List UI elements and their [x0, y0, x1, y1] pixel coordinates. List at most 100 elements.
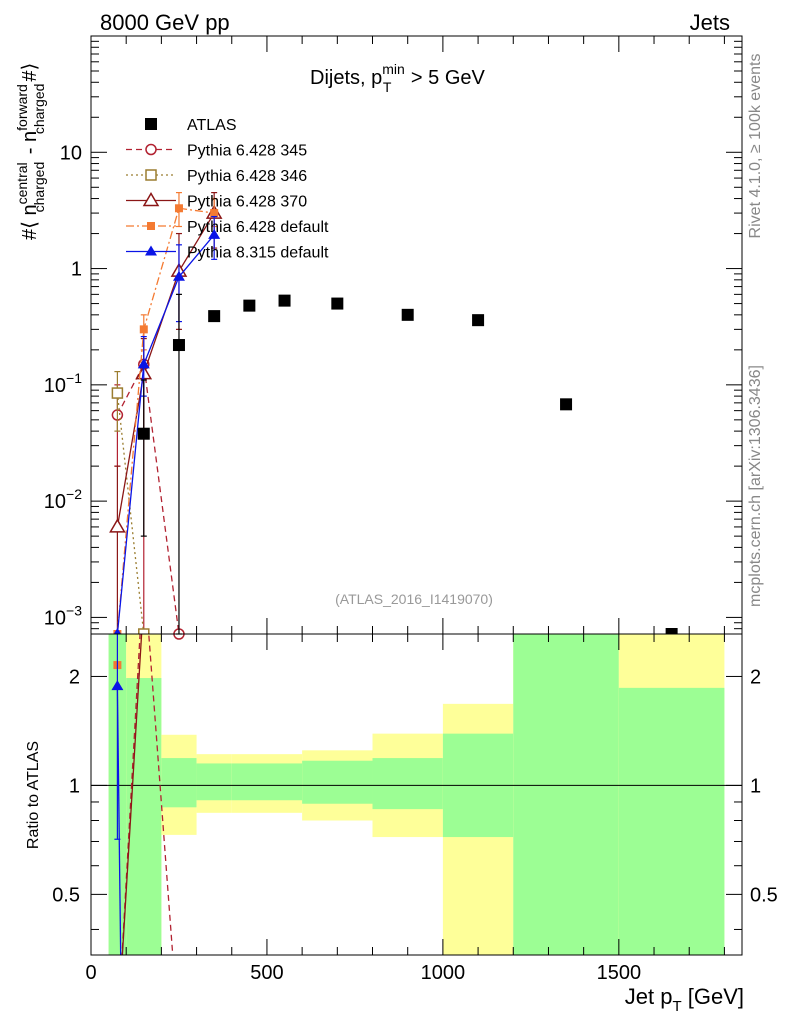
data-point	[472, 314, 485, 327]
plot-title-sup: min	[382, 61, 405, 77]
legend-marker	[145, 245, 157, 256]
y-tick-label-base: 10	[44, 607, 66, 629]
y-tick-label-exp: −3	[66, 602, 82, 618]
series-atlas	[137, 293, 678, 640]
rivet-version-label: Rivet 4.1.0, ≥ 100k events	[747, 54, 764, 239]
legend-entry: Pythia 6.428 345	[126, 143, 307, 160]
legend-entry: ATLAS	[145, 117, 237, 134]
series-line	[116, 362, 180, 635]
legend-marker	[147, 222, 155, 230]
legend: ATLAS Pythia 6.428 345 Pythia 6.428 346 Pyt…	[126, 117, 329, 262]
data-point	[139, 325, 148, 334]
ratio-y-tick-label: 2	[69, 666, 80, 688]
uncertainty-band-stat	[231, 763, 303, 801]
data-point	[172, 339, 185, 352]
y-tick-label-exp: −1	[66, 370, 82, 386]
uncertainty-band-stat	[126, 678, 162, 955]
data-point	[208, 310, 221, 323]
series-pythia-8-315-default	[111, 215, 221, 638]
legend-label: Pythia 8.315 default	[187, 245, 329, 262]
source-label: mcplots.cern.ch [arXiv:1306.3436]	[747, 365, 764, 607]
watermark: (ATLAS_2016_I1419070)	[335, 591, 493, 607]
ratio-point	[111, 680, 124, 691]
ratio-y-axis-label: Ratio to ATLAS	[25, 741, 42, 849]
ratio-y-tick-label-right: 2	[750, 666, 761, 688]
legend-label: Pythia 6.428 370	[187, 194, 307, 211]
uncertainty-band-stat	[372, 758, 443, 810]
ratio-plot-panel: 0 500 1000 1500 0.5 0.5 1 1 2 2 Ratio to ATLAS Je…	[25, 633, 778, 1015]
legend-marker	[145, 118, 157, 130]
x-axis-label: Jet pT [GeV]	[625, 984, 744, 1015]
ratio-y-tick-label-right: 0.5	[750, 884, 778, 906]
legend-label: ATLAS	[187, 117, 237, 134]
x-tick-label: 500	[250, 962, 283, 984]
y-axis-label-sub1: charged	[31, 162, 47, 213]
y-axis-label-lead: #⟨ n	[19, 204, 41, 240]
y-axis-label-sub2: charged	[31, 84, 47, 135]
data-point	[208, 228, 221, 239]
uncertainty-band-stat	[161, 758, 197, 808]
y-tick-label: 1	[71, 259, 82, 281]
plot-title-sub: T	[383, 79, 392, 95]
y-tick-label: 10−2	[44, 486, 82, 513]
collision-label: 8000 GeV pp	[100, 10, 230, 35]
data-point	[210, 209, 219, 218]
series-pythia-6-428-default	[113, 192, 219, 638]
series-line	[116, 212, 215, 528]
uncertainty-band-stat	[302, 760, 373, 804]
plot-title: Dijets, pmin T > 5 GeV	[310, 61, 486, 95]
ratio-frame	[90, 633, 743, 956]
data-point	[560, 398, 573, 411]
ratio-y-tick-label: 1	[69, 775, 80, 797]
data-point	[172, 270, 185, 281]
y-tick-label-exp: −2	[66, 486, 82, 502]
data-point	[109, 518, 126, 533]
x-axis-label-sub: T	[672, 998, 681, 1015]
uncertainty-band-stat	[513, 634, 619, 955]
legend-entry: Pythia 6.428 default	[126, 219, 329, 236]
y-axis-label-tail: #⟩	[19, 63, 41, 82]
x-tick-label: 1500	[597, 962, 642, 984]
data-point	[174, 204, 183, 213]
ratio-line	[121, 634, 143, 955]
legend-label: Pythia 6.428 default	[187, 219, 329, 236]
data-point	[111, 387, 124, 399]
legend-marker	[145, 169, 157, 181]
plot-title-suffix: > 5 GeV	[405, 67, 485, 89]
legend-marker	[145, 143, 157, 156]
y-tick-label: 10−1	[44, 370, 82, 397]
data-point	[278, 294, 291, 307]
y-tick-label: 10	[60, 142, 82, 164]
legend-marker	[142, 192, 160, 207]
ratio-series-pythia-6-428-370	[121, 634, 143, 955]
legend-label: Pythia 6.428 346	[187, 168, 307, 185]
legend-entry: Pythia 8.315 default	[126, 245, 329, 262]
data-point	[401, 308, 414, 321]
ratio-y-tick-label-right: 1	[750, 775, 761, 797]
uncertainty-band-stat	[196, 763, 232, 801]
data-point	[137, 427, 150, 440]
legend-entry: Pythia 6.428 370	[126, 192, 307, 211]
x-tick-label: 0	[85, 962, 96, 984]
data-point	[137, 358, 150, 369]
plot-title-prefix: Dijets, p	[310, 67, 382, 89]
legend-entry: Pythia 6.428 346	[126, 168, 307, 185]
ratio-series-group	[111, 634, 174, 955]
data-point	[243, 299, 256, 312]
ratio-y-tick-label: 0.5	[52, 884, 80, 906]
y-axis-label-mid: - n	[19, 131, 41, 160]
series-line	[116, 392, 145, 635]
x-axis-label-suffix: [GeV]	[682, 984, 744, 1009]
y-tick-label: 10−3	[44, 602, 82, 629]
y-tick-label-base: 10	[44, 375, 66, 397]
legend-label: Pythia 6.428 345	[187, 143, 307, 160]
y-tick-label-base: 10	[44, 491, 66, 513]
data-point	[331, 297, 344, 310]
y-axis-label: #⟨ ncentralcharged - nforwardcharged#⟩	[14, 63, 47, 240]
ratio-series-pythia-8-315-default	[111, 634, 124, 955]
process-label: Jets	[690, 10, 730, 35]
y-axis-label-sup2: forward	[14, 84, 30, 131]
y-axis-label-sup1: central	[14, 162, 30, 204]
